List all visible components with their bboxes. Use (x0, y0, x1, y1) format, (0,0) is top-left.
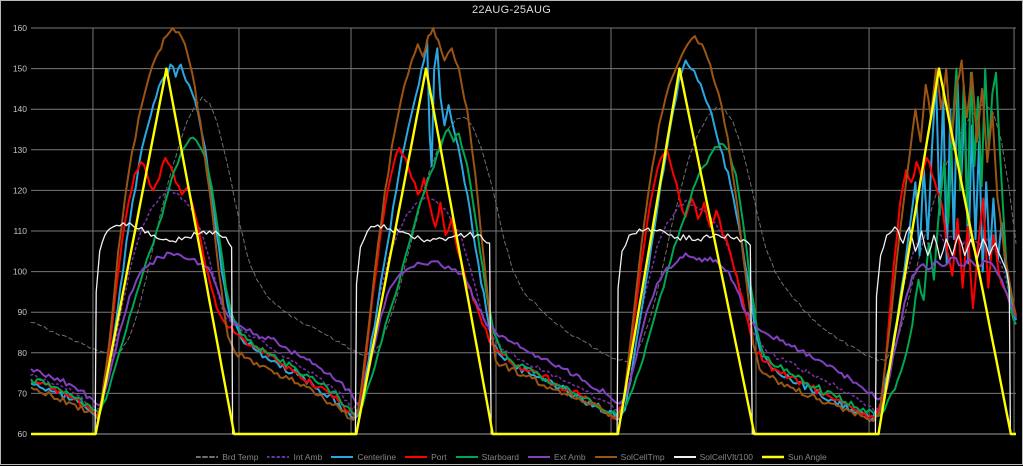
legend-label-int-amb: Int Amb (293, 452, 323, 462)
y-tick-label: 90 (18, 307, 28, 317)
legend-label-port: Port (431, 452, 447, 462)
legend-swatch-starboard (455, 456, 478, 458)
legend-label-ext-amb: Ext Amb (554, 452, 586, 462)
y-tick-label: 80 (18, 348, 28, 358)
legend-swatch-centerline (331, 456, 354, 458)
legend-item-solcellvlt-100: SolCellVlt/100 (673, 452, 753, 462)
legend-swatch-solcellvlt-100 (673, 456, 696, 458)
series-line-port (30, 146, 1017, 420)
series-line-solcelltmp (30, 27, 1017, 422)
series-line-sun-angle (31, 67, 1016, 436)
series-line-int-amb (30, 187, 1017, 412)
y-tick-label: 160 (13, 23, 27, 33)
legend-swatch-port (405, 456, 428, 458)
legend-swatch-brd-temp (196, 456, 219, 458)
legend-item-ext-amb: Ext Amb (528, 452, 586, 462)
legend-item-starboard: Starboard (455, 452, 519, 462)
y-tick-label: 140 (13, 104, 27, 114)
legend-label-brd-temp: Brd Temp (222, 452, 259, 462)
legend-item-int-amb: Int Amb (267, 452, 322, 462)
legend-swatch-int-amb (267, 456, 290, 458)
legend: Brd Temp Int Amb Centerline Port Starboard Ex… (1, 452, 1022, 462)
legend-swatch-sun-angle (761, 455, 784, 459)
series-line-starboard (30, 67, 1017, 417)
y-tick-label: 130 (13, 145, 27, 155)
y-tick-label: 120 (13, 185, 27, 195)
legend-item-solcelltmp: SolCellTmp (594, 452, 665, 462)
legend-item-centerline: Centerline (331, 452, 396, 462)
series-line-ext-amb (30, 251, 1017, 407)
legend-item-port: Port (405, 452, 447, 462)
y-tick-label: 100 (13, 267, 27, 277)
y-tick-label: 110 (13, 226, 27, 236)
y-tick-label: 150 (13, 64, 27, 74)
legend-label-solcelltmp: SolCellTmp (620, 452, 665, 462)
legend-label-sun-angle: Sun Angle (787, 452, 827, 462)
legend-swatch-ext-amb (528, 456, 550, 458)
legend-swatch-solcelltmp (594, 456, 617, 458)
legend-label-solcellvlt-100: SolCellVlt/100 (699, 452, 753, 462)
legend-label-centerline: Centerline (357, 452, 397, 462)
y-tick-label: 70 (18, 388, 28, 398)
chart-title: 22AUG-25AUG (471, 4, 552, 16)
y-tick-label: 60 (18, 429, 28, 439)
legend-item-brd-temp: Brd Temp (196, 452, 258, 462)
legend-label-starboard: Starboard (481, 452, 519, 462)
legend-item-sun-angle: Sun Angle (761, 452, 827, 462)
